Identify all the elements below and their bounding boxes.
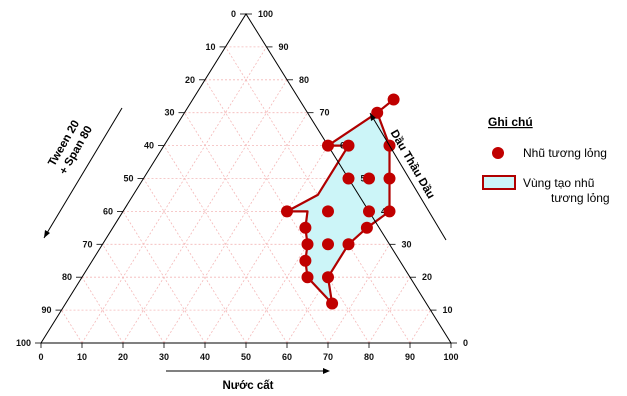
left-axis-arrowhead — [44, 230, 50, 238]
data-point — [360, 221, 373, 234]
right-tick-label: 100 — [258, 9, 273, 19]
bottom-tick-label: 60 — [282, 352, 292, 362]
data-point — [342, 238, 355, 251]
legend-title: Ghi chú — [488, 115, 533, 129]
data-point — [383, 172, 396, 185]
grid-line-water — [163, 112, 308, 344]
left-tick-label: 20 — [185, 75, 195, 85]
grid-line-surfactant — [122, 211, 206, 344]
right-tick-label: 30 — [402, 239, 412, 249]
right-axis-title: Dầu Thầu Dầu — [388, 128, 437, 201]
left-tick-label: 80 — [62, 272, 72, 282]
data-point — [387, 93, 400, 106]
bottom-axis-arrowhead — [323, 368, 330, 374]
data-point — [299, 254, 312, 267]
legend-region-swatch — [482, 175, 516, 190]
right-tick-label: 0 — [463, 338, 468, 348]
bottom-tick-label: 50 — [241, 352, 251, 362]
grid-line-water — [368, 276, 411, 344]
left-axis-arrow — [43, 107, 123, 239]
data-point — [281, 205, 293, 218]
right-axis-arrowhead — [370, 113, 376, 121]
legend-region-label-line1: Vùng tạo nhũ — [523, 176, 594, 190]
tick-labels: 0001010102020203030304040405050506060607… — [16, 9, 468, 362]
grid-line-surfactant — [81, 276, 124, 344]
left-tick-label: 60 — [103, 206, 113, 216]
grid-line-surfactant — [102, 244, 165, 344]
bottom-axis-title: Nước cất — [222, 380, 273, 392]
data-points — [281, 93, 400, 310]
data-point — [363, 205, 375, 218]
data-point — [383, 205, 396, 218]
bottom-tick-label: 40 — [200, 352, 210, 362]
data-point — [326, 297, 339, 310]
data-point — [299, 221, 312, 234]
left-tick-label: 30 — [164, 108, 174, 118]
bottom-tick-label: 80 — [364, 352, 374, 362]
right-tick-label: 70 — [320, 108, 330, 118]
grid-line-surfactant — [184, 112, 329, 344]
bottom-tick-label: 90 — [405, 352, 415, 362]
bottom-tick-label: 0 — [38, 352, 43, 362]
region-layer — [285, 98, 395, 305]
left-tick-label: 100 — [16, 338, 31, 348]
right-tick-label: 10 — [443, 305, 453, 315]
right-axis-arrow — [369, 112, 447, 241]
data-point — [342, 172, 355, 185]
left-tick-label: 10 — [205, 42, 215, 52]
data-point — [301, 271, 314, 284]
data-point — [301, 238, 314, 251]
right-axis-title-group: Dầu Thầu Dầu — [388, 128, 437, 201]
left-tick-label: 70 — [82, 239, 92, 249]
legend-region-label-line2: tương lỏng — [551, 191, 610, 205]
left-tick-label: 40 — [144, 141, 154, 151]
legend-points-label: Nhũ tương lỏng — [523, 146, 607, 160]
right-tick-label: 90 — [279, 42, 289, 52]
data-point — [342, 139, 355, 152]
left-tick-label: 0 — [231, 9, 236, 19]
bottom-tick-label: 100 — [443, 352, 458, 362]
grid-lines — [61, 46, 431, 344]
right-tick-label: 20 — [422, 272, 432, 282]
grid-line-surfactant — [143, 178, 247, 344]
grid-line-water — [409, 309, 431, 344]
left-tick-label: 50 — [123, 174, 133, 184]
right-tick-label: 80 — [299, 75, 309, 85]
grid-line-water — [81, 46, 267, 344]
grid-line-water — [327, 244, 390, 344]
data-point — [322, 271, 334, 284]
data-point — [322, 205, 334, 218]
bottom-tick-label: 20 — [118, 352, 128, 362]
data-point — [322, 238, 334, 251]
left-axis-title-group: Tween 20 + Span 80 — [46, 118, 95, 176]
data-point — [363, 172, 375, 185]
bottom-tick-label: 30 — [159, 352, 169, 362]
grid-line-surfactant — [61, 309, 83, 344]
data-point — [371, 106, 384, 119]
legend: Ghi chú Nhũ tương lỏng Vùng tạo nhũ tươn… — [482, 115, 610, 205]
emulsion-region — [285, 98, 395, 305]
data-point — [322, 139, 334, 152]
left-tick-label: 90 — [41, 305, 51, 315]
bottom-tick-label: 10 — [77, 352, 87, 362]
legend-point-marker — [492, 147, 504, 159]
bottom-tick-label: 70 — [323, 352, 333, 362]
